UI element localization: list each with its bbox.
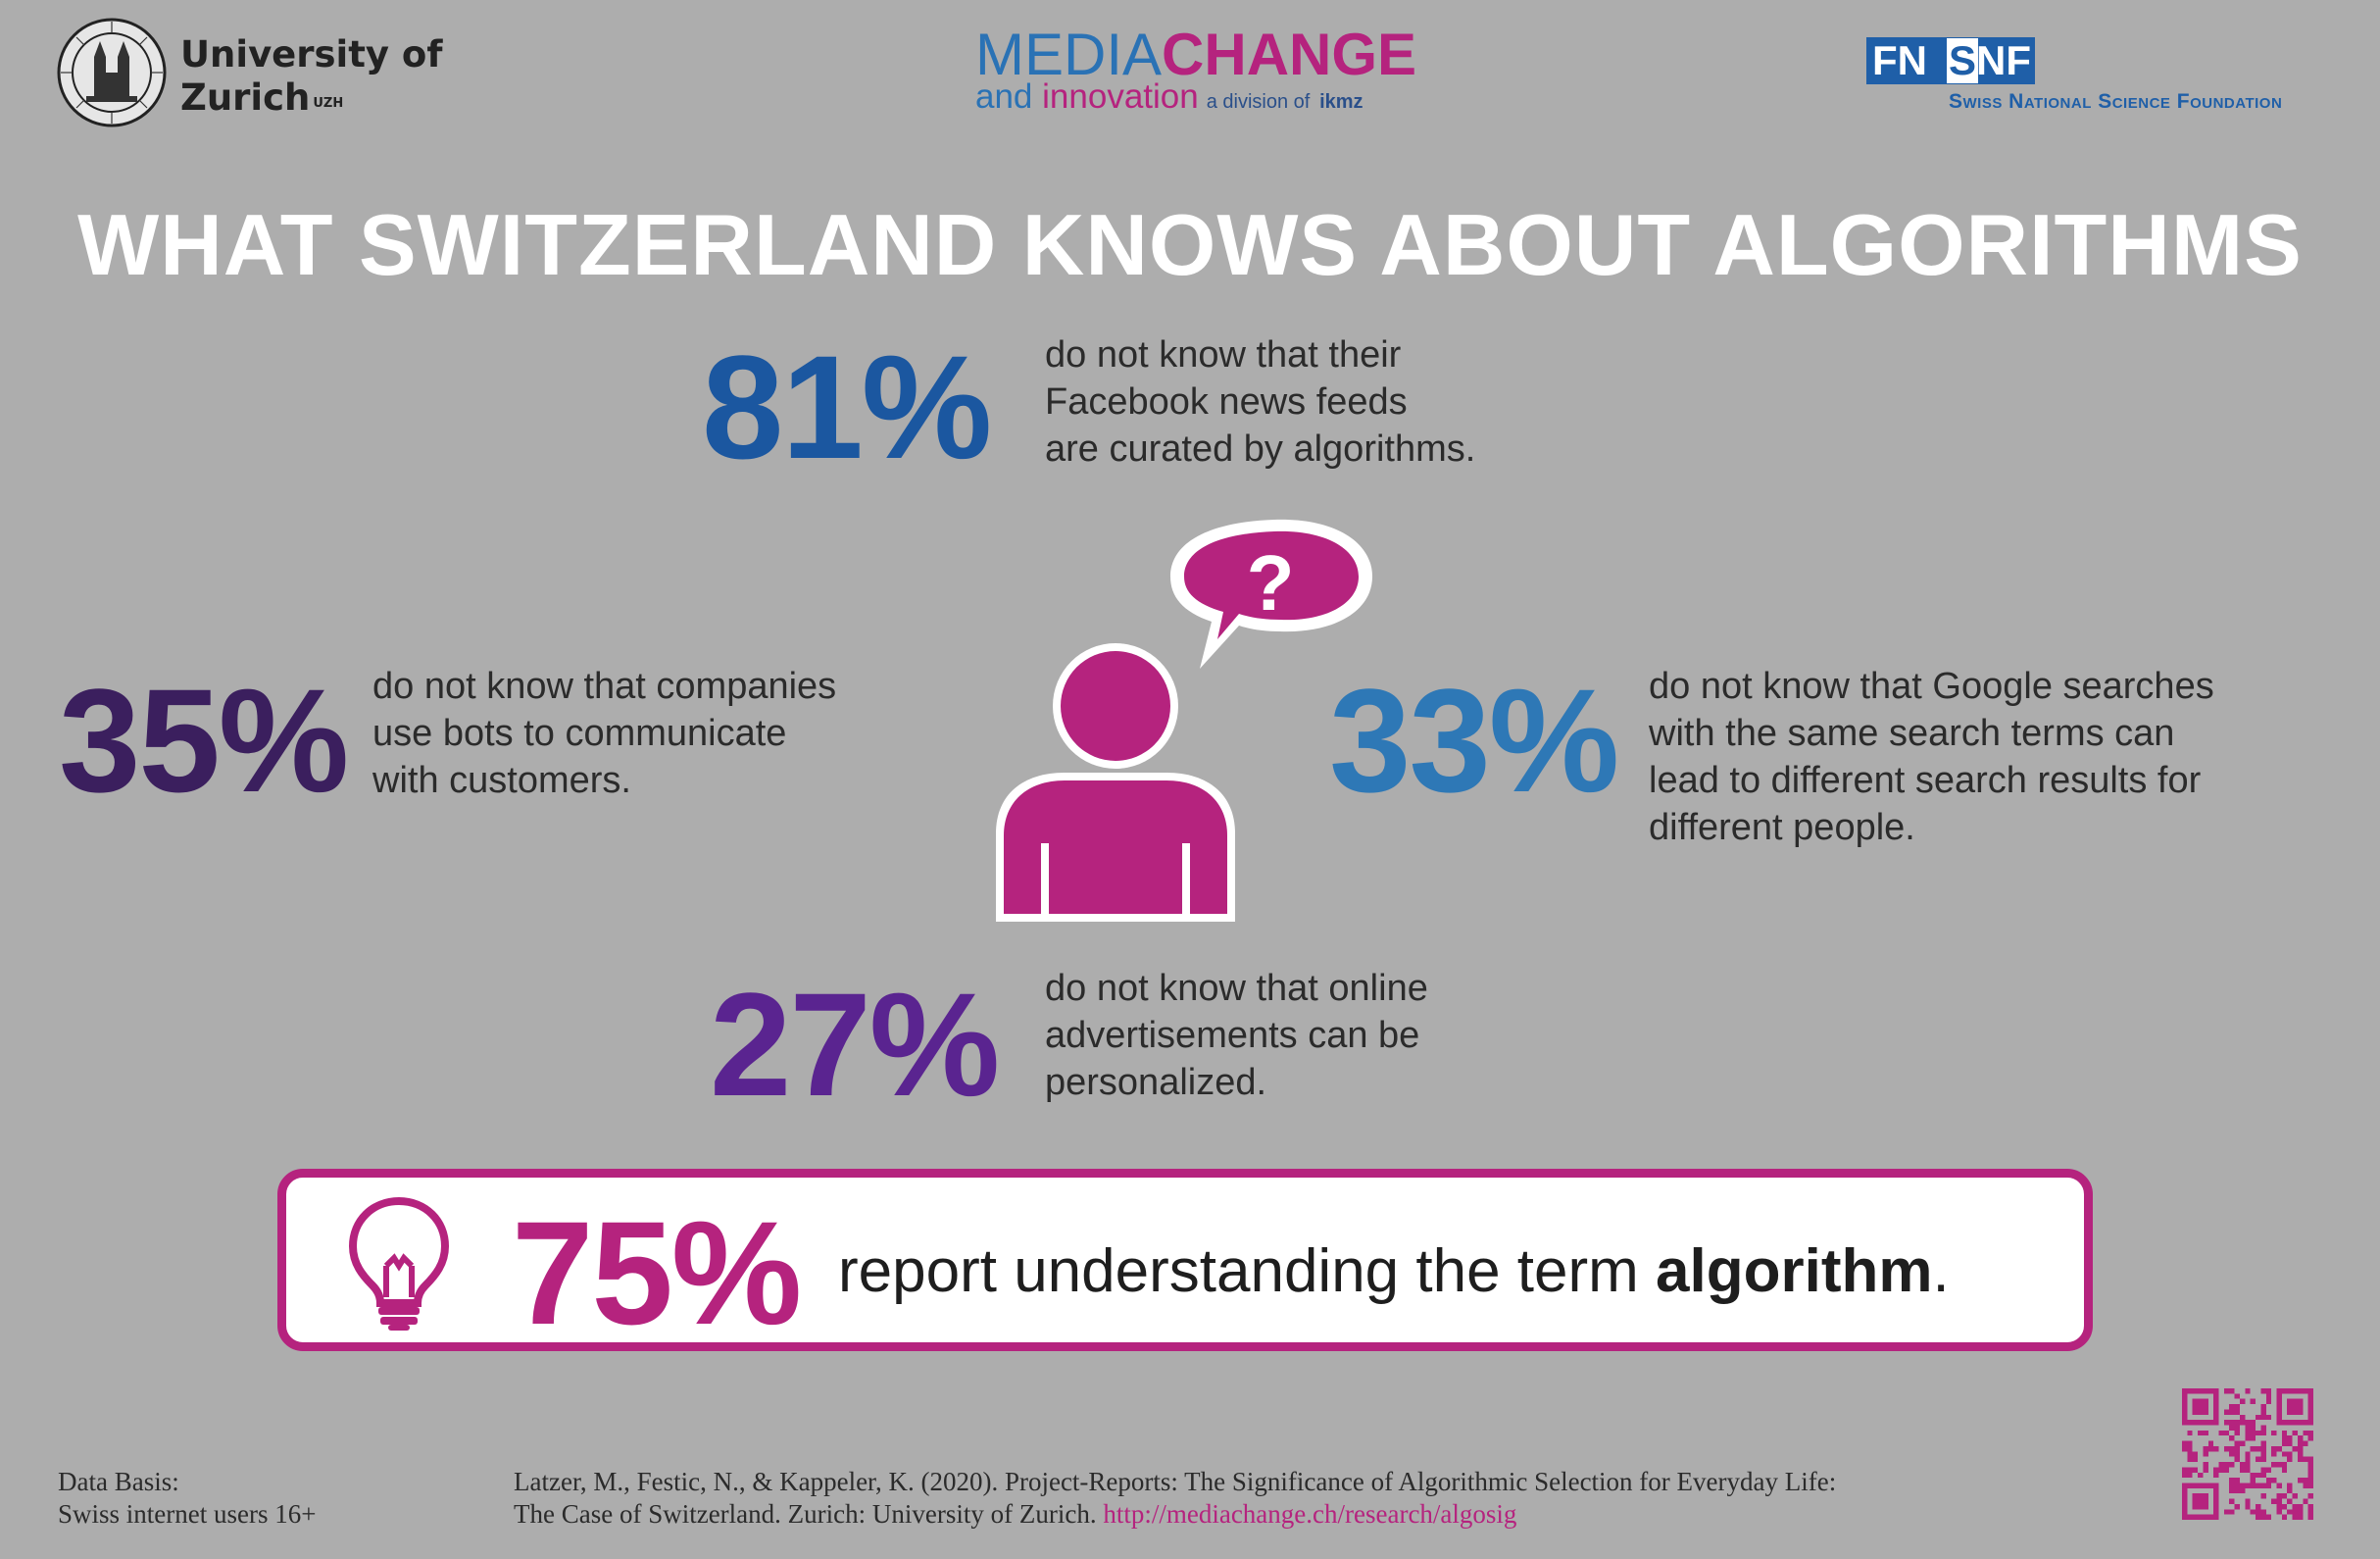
highlight-text-strong: algorithm [1656,1237,1933,1305]
mediachange-innovation: innovation [1042,77,1199,116]
data-basis: Data Basis: Swiss internet users 16+ [58,1466,316,1531]
mediachange-line1: MEDIACHANGE [975,24,1416,86]
stat-google-line: lead to different search results for [1649,760,2202,801]
person-question-icon: ? [996,519,1372,922]
mediachange-media: MEDIA [975,22,1163,87]
stat-google-value: 33% [1329,658,1619,823]
uzh-name-zurich: Zurich [180,76,311,119]
stat-bots-line: use bots to communicate [372,713,787,754]
uzh-name-sup: UZH [313,96,344,111]
snf-box: FN S NF [1866,37,2035,84]
highlight-text-after: . [1932,1237,1950,1305]
stat-ads-line: do not know that online [1045,968,1428,1009]
snf-fn: FN [1872,37,1927,83]
stat-facebook-text: do not know that their Facebook news fee… [1045,331,1594,473]
page-title: WHAT SWITZERLAND KNOWS ABOUT ALGORITHMS [77,196,2303,293]
stat-google-line: with the same search terms can [1649,713,2175,754]
stat-bots-line: do not know that companies [372,666,837,707]
stat-facebook-value: 81% [702,325,992,489]
mediachange-and: and [975,77,1033,116]
uzh-logo: University of Zurich UZH [57,18,449,127]
snf-nf: NF [1976,37,2031,83]
snf-logo: FN S NF Swiss National Science Foundatio… [1866,37,2317,120]
stat-facebook-line: do not know that their [1045,334,1402,376]
citation-link[interactable]: http://mediachange.ch/research/algosig [1103,1499,1517,1529]
highlight-text: report understanding the term algorithm. [838,1236,1950,1307]
stat-ads-value: 27% [710,962,1000,1127]
lightbulb-icon [348,1196,450,1331]
mediachange-change: CHANGE [1162,22,1417,87]
stat-ads-text: do not know that online advertisements c… [1045,965,1594,1106]
stat-facebook-line: Facebook news feeds [1045,381,1408,423]
citation-line2-text: The Case of Switzerland. Zurich: Univers… [514,1499,1097,1529]
data-basis-label: Data Basis: [58,1467,179,1496]
stat-google-line: do not know that Google searches [1649,666,2214,707]
stat-bots-line: with customers. [372,760,631,801]
stat-google-line: different people. [1649,807,1915,848]
stat-bots-value: 35% [59,658,349,823]
uzh-name-line1: University of [180,33,443,75]
uzh-seal-icon [57,18,167,127]
uzh-name-line2: Zurich UZH [180,76,442,120]
svg-text:?: ? [1247,539,1295,627]
citation-line1: Latzer, M., Festic, N., & Kappeler, K. (… [514,1467,1837,1496]
stat-bots-text: do not know that companies use bots to c… [372,663,921,804]
stat-ads-line: advertisements can be [1045,1015,1420,1056]
mediachange-logo: MEDIACHANGE and innovation a division of … [975,24,1436,122]
uzh-wordmark: University of Zurich UZH [180,33,442,120]
snf-s: S [1947,37,1979,83]
highlight-box: 75% report understanding the term algori… [277,1169,2093,1351]
stat-ads-line: personalized. [1045,1062,1267,1103]
citation-line2: The Case of Switzerland. Zurich: Univers… [514,1498,1836,1531]
data-basis-value: Swiss internet users 16+ [58,1499,317,1529]
mediachange-ikmz: ikmz [1319,91,1364,113]
mediachange-line2: and innovation a division of ikmz [975,77,1364,122]
mediachange-division: a division of [1206,91,1311,113]
stat-google-text: do not know that Google searches with th… [1649,663,2335,851]
highlight-value: 75% [512,1190,802,1355]
stat-facebook-line: are curated by algorithms. [1045,428,1476,470]
snf-caption: Swiss National Science Foundation [1949,90,2283,113]
qr-code-icon[interactable] [2182,1388,2313,1520]
citation: Latzer, M., Festic, N., & Kappeler, K. (… [514,1466,1836,1531]
highlight-text-before: report understanding the term [838,1237,1657,1305]
